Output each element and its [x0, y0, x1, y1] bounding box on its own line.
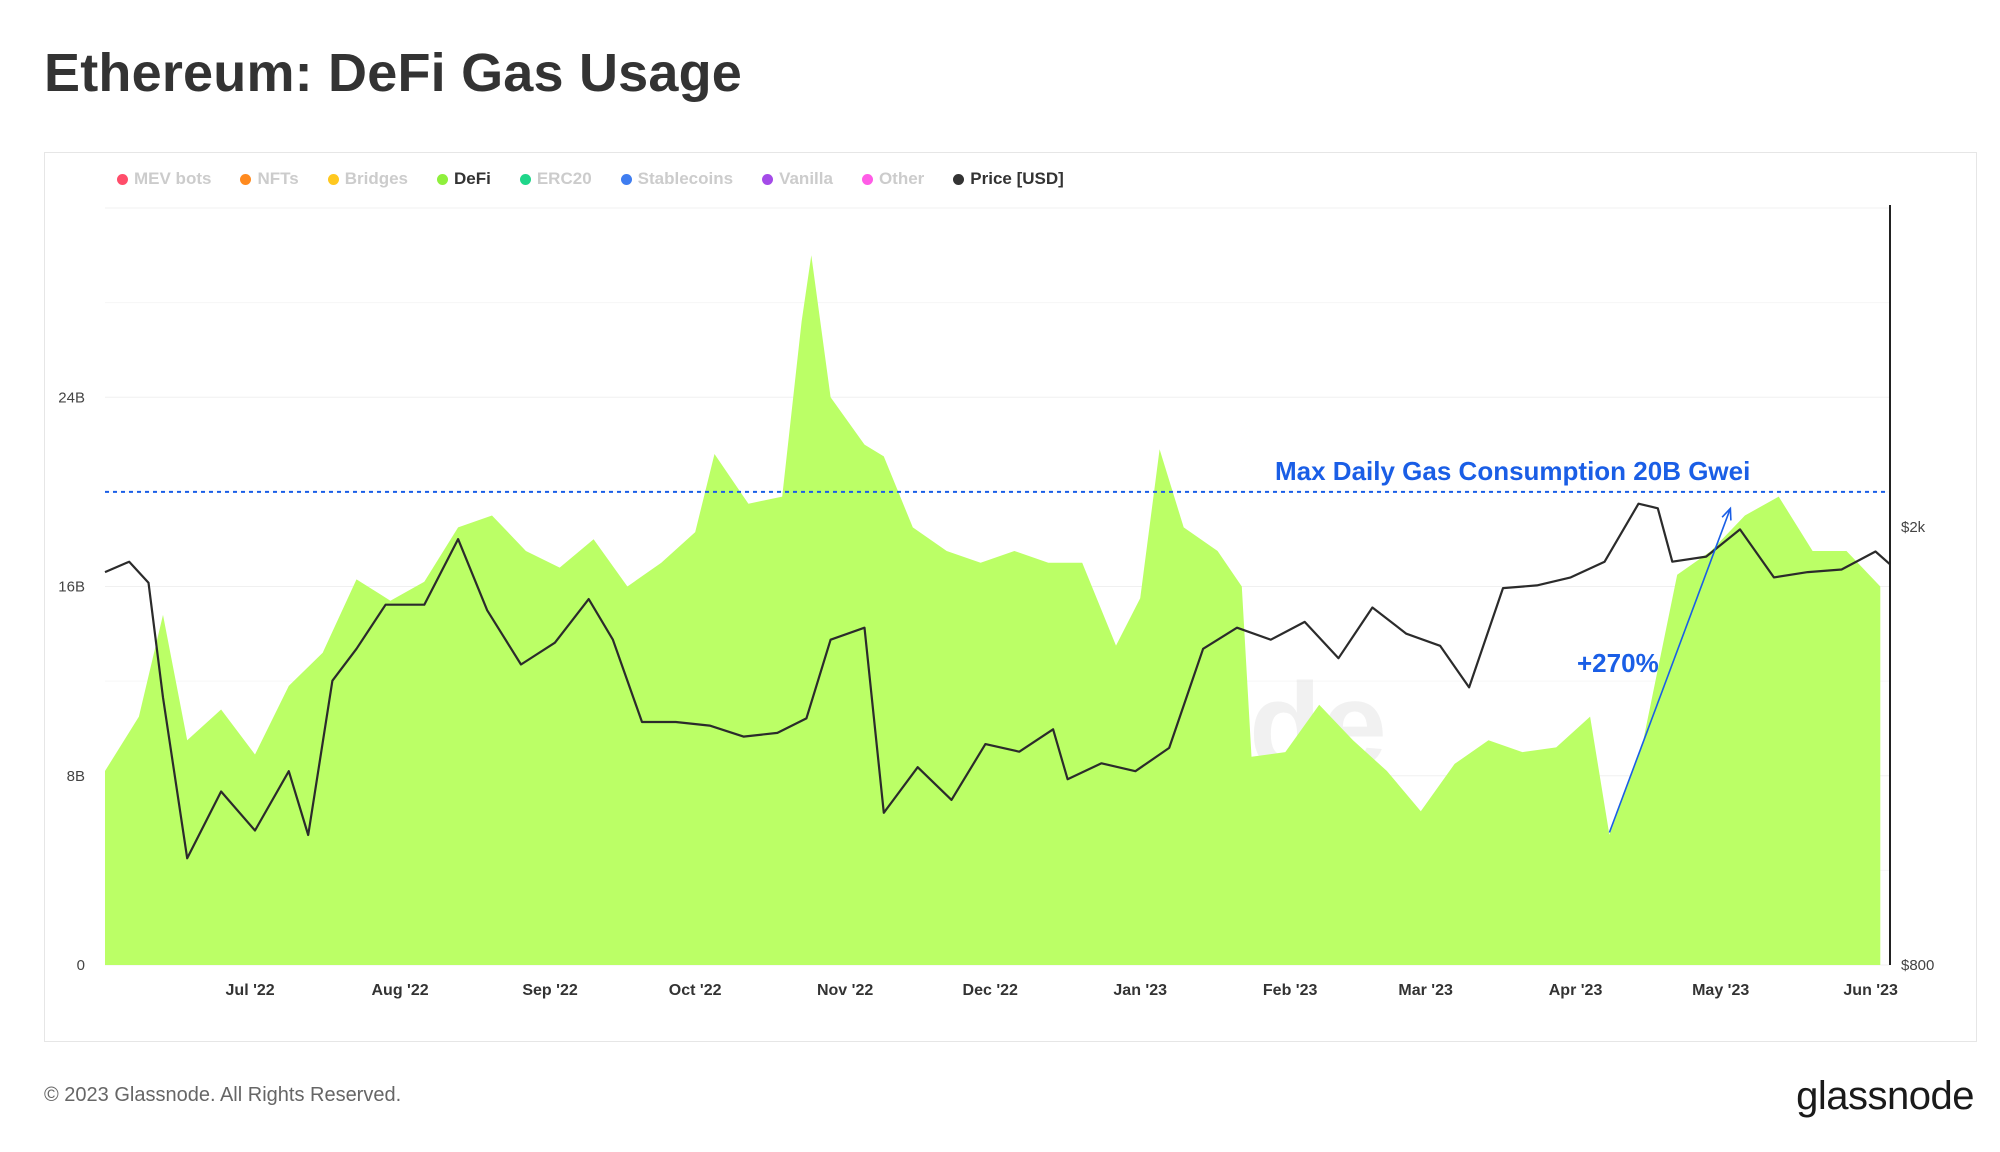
legend-dot-icon [117, 173, 128, 185]
price-line-group [104, 502, 1891, 860]
legend-dot-icon [240, 173, 252, 185]
axes: 0 8B 16B 24B $800 $2k Jul '22 Aug '22 Sep '22 Oct… [58, 205, 1934, 999]
legend-label: Price [USD] [970, 169, 1064, 188]
legend-label: Vanilla [779, 169, 833, 188]
legend-label: Bridges [344, 169, 408, 188]
x-tick-label: Apr '23 [1549, 982, 1603, 999]
legend-label: NFTs [257, 169, 299, 188]
x-tick-label: Feb '23 [1263, 982, 1318, 999]
y-right-tick-label: $800 [1901, 957, 1934, 974]
annotation-group: +270% [1577, 506, 1732, 833]
legend-label: ERC20 [536, 169, 592, 188]
legend-item-other[interactable]: Other [861, 169, 925, 189]
defi-area [105, 255, 1881, 966]
legend-label: MEV bots [134, 169, 212, 188]
y-left-tick-label: 0 [77, 957, 85, 974]
y-left-tick-label: 16B [58, 579, 85, 596]
legend-item-price-usd[interactable]: Price [USD] [953, 169, 1064, 189]
annotation-label: +270% [1577, 648, 1659, 678]
x-tick-label: May '23 [1692, 982, 1749, 999]
x-tick-label: Nov '22 [817, 982, 873, 999]
x-tick-label: Jun '23 [1843, 982, 1898, 999]
glassnode-logo: glassnode [1796, 1074, 1974, 1118]
legend-dot-icon [437, 173, 448, 185]
x-tick-label: Mar '23 [1398, 982, 1453, 999]
reference-line-group: Max Daily Gas Consumption 20B Gwei [105, 456, 1890, 493]
defi-area-group [105, 255, 1881, 966]
legend-item-erc20[interactable]: ERC20 [519, 169, 592, 189]
y-right-tick-label: $2k [1901, 519, 1926, 536]
legend-item-defi[interactable]: DeFi [437, 169, 491, 189]
legend-dot-icon [620, 173, 632, 185]
legend-label: Other [878, 169, 925, 188]
legend-item-mev-bots[interactable]: MEV bots [117, 169, 211, 189]
legend-label: Stablecoins [637, 169, 734, 188]
y-left-tick-label: 24B [58, 389, 85, 406]
legend-item-stablecoins[interactable]: Stablecoins [620, 169, 734, 189]
legend-item-bridges[interactable]: Bridges [327, 169, 408, 189]
legend-item-vanilla[interactable]: Vanilla [762, 169, 833, 189]
chart-panel: MEV bots NFTs Bridges DeFi ERC20 Stablecoins V… [44, 152, 1977, 1042]
reference-line-label: Max Daily Gas Consumption 20B Gwei [1275, 456, 1750, 486]
copyright-text: © 2023 Glassnode. All Rights Reserved. [44, 1084, 402, 1106]
legend: MEV bots NFTs Bridges DeFi ERC20 Stablecoins V… [117, 169, 1093, 189]
x-tick-label: Jan '23 [1113, 982, 1167, 999]
x-tick-label: Dec '22 [963, 982, 1019, 999]
arrowhead-icon [1721, 506, 1732, 521]
x-tick-label: Sep '22 [522, 982, 577, 999]
legend-dot-icon [519, 173, 531, 185]
x-tick-label: Jul '22 [226, 982, 275, 999]
legend-dot-icon [861, 173, 873, 185]
legend-dot-icon [327, 173, 339, 185]
legend-dot-icon [762, 173, 774, 185]
chart-area: glassnode Max Daily Gas Consumption 20B … [58, 205, 1934, 999]
x-tick-label: Oct '22 [669, 982, 722, 999]
x-tick-label: Aug '22 [372, 982, 429, 999]
legend-dot-icon [953, 173, 965, 185]
y-left-tick-label: 8B [67, 768, 85, 785]
annotation-arrow-line [1608, 508, 1732, 833]
page-title: Ethereum: DeFi Gas Usage [44, 43, 743, 103]
legend-item-nfts[interactable]: NFTs [240, 169, 299, 189]
price-line [104, 502, 1891, 860]
legend-label: DeFi [454, 169, 491, 188]
